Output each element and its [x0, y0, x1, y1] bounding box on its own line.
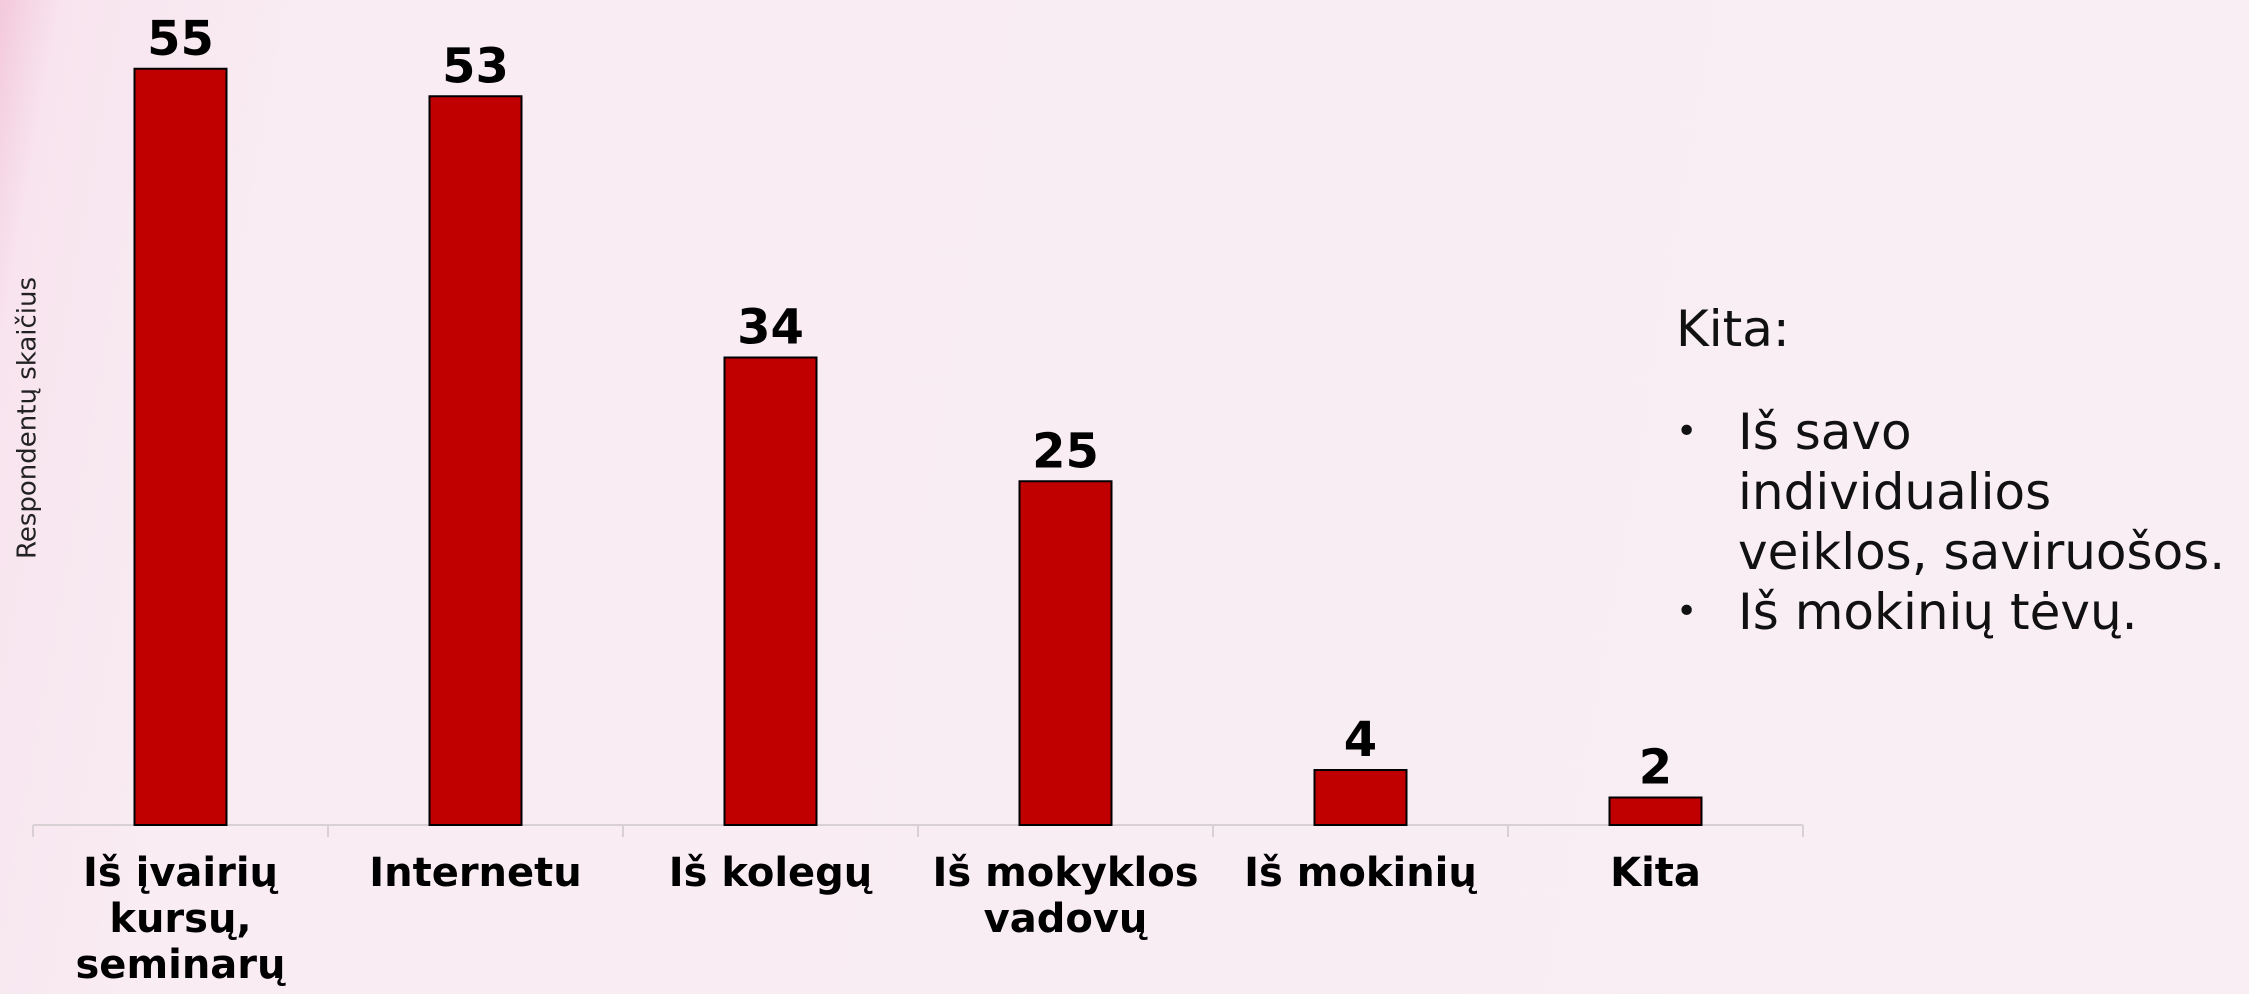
- x-tick-label: Internetu: [369, 850, 582, 896]
- value-label: 4: [1344, 712, 1377, 768]
- x-tick-label: Iš kolegų: [668, 850, 873, 896]
- value-label: 53: [442, 38, 509, 94]
- x-tick-label: Iš mokyklos vadovų: [932, 850, 1199, 942]
- note-item: Iš savo individualios veiklos, saviruošo…: [1676, 402, 2236, 582]
- y-axis-label: Respondentų skaičius: [13, 277, 43, 559]
- bar: [133, 67, 228, 826]
- x-tick-label: Iš mokinių: [1244, 850, 1477, 896]
- bar: [428, 95, 523, 826]
- bar: [1608, 796, 1703, 826]
- notes: Kita: Iš savo individualios veiklos, sav…: [1676, 300, 2236, 642]
- value-label: 25: [1032, 423, 1099, 479]
- bar: [1018, 480, 1113, 826]
- x-tick-label: Iš įvairių kursų, seminarų: [75, 850, 286, 988]
- bar: [1313, 769, 1408, 826]
- value-label: 2: [1639, 740, 1672, 796]
- note-item: Iš mokinių tėvų.: [1676, 582, 2236, 642]
- value-label: 55: [147, 11, 214, 67]
- notes-heading: Kita:: [1676, 300, 1790, 358]
- notes-list: Iš savo individualios veiklos, saviruošo…: [1676, 402, 2236, 642]
- bar: [723, 356, 818, 826]
- x-tick-label: Kita: [1610, 850, 1701, 896]
- value-label: 34: [737, 300, 804, 356]
